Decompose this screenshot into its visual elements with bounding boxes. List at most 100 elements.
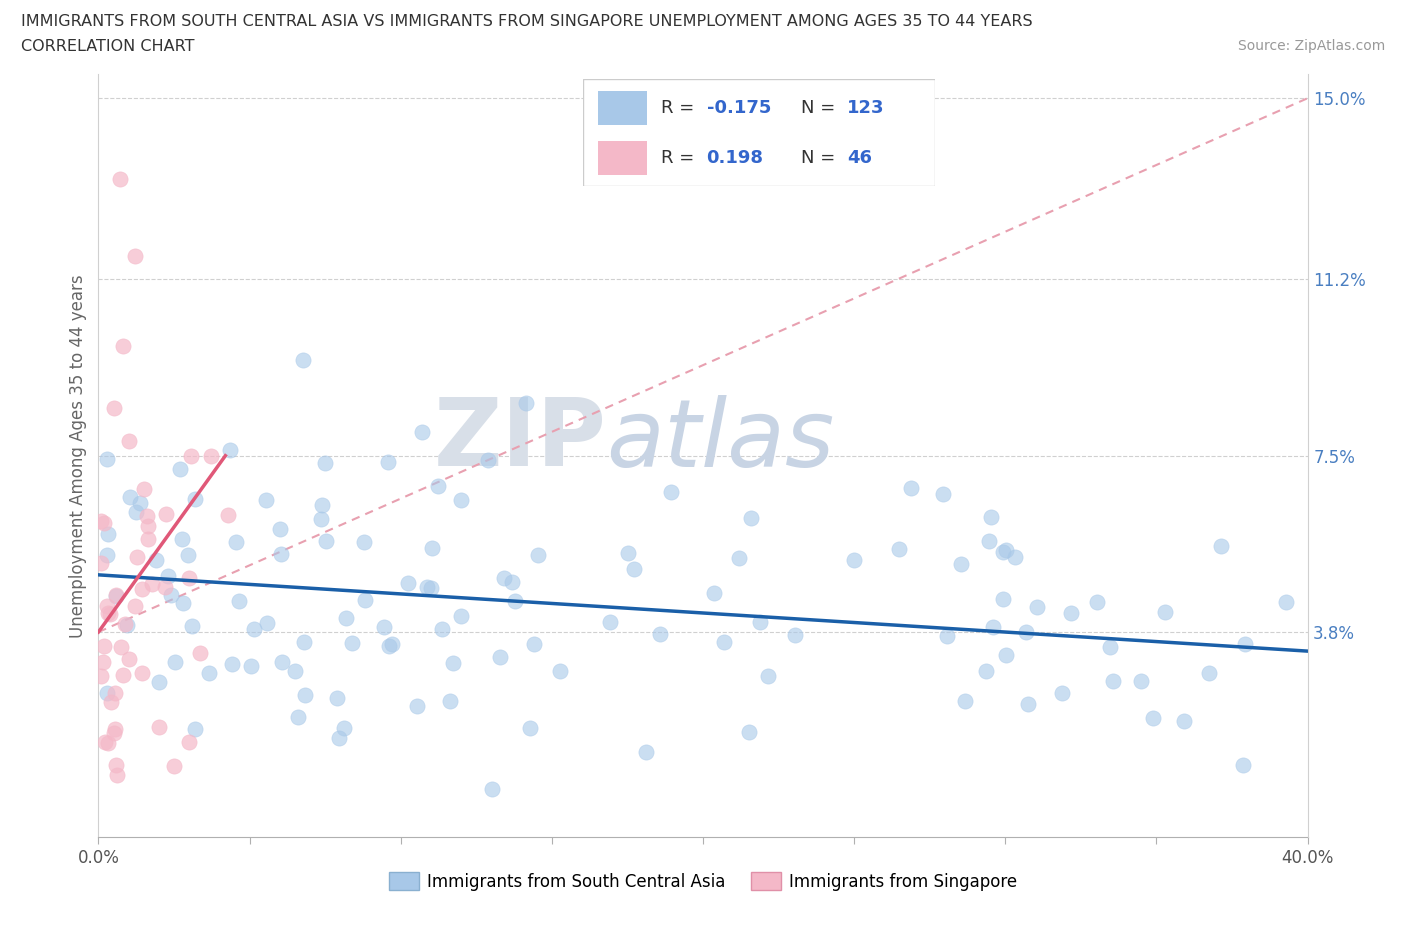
Point (728, 551, 751, 565)
Point (112, 668, 135, 683)
Point (936, 628, 959, 643)
Point (177, 548, 200, 563)
Point (477, 452, 499, 467)
Point (738, 725, 761, 740)
Point (217, 508, 239, 523)
Text: -0.175: -0.175 (707, 99, 770, 117)
Point (270, 546, 292, 561)
Point (91, 654, 114, 669)
Point (713, 634, 735, 649)
Text: Source: ZipAtlas.com: Source: ZipAtlas.com (1237, 39, 1385, 53)
Point (548, 663, 571, 678)
Point (353, 535, 375, 550)
Point (1052, 685, 1074, 700)
Point (991, 591, 1014, 606)
Point (311, 498, 333, 512)
Point (96, 452, 118, 467)
Point (96, 548, 118, 563)
Point (160, 588, 183, 603)
Point (145, 552, 167, 567)
Point (1101, 674, 1123, 689)
Point (225, 534, 247, 549)
Point (426, 478, 449, 493)
Point (103, 401, 125, 416)
Point (172, 595, 194, 610)
Point (284, 664, 307, 679)
Point (200, 448, 222, 463)
Point (481, 782, 503, 797)
Text: 0.198: 0.198 (707, 149, 763, 167)
Point (221, 657, 243, 671)
Point (503, 593, 526, 608)
Point (703, 586, 725, 601)
Point (125, 505, 148, 520)
Text: 46: 46 (846, 149, 872, 167)
Point (406, 698, 429, 713)
Point (1130, 673, 1153, 688)
Point (184, 492, 207, 507)
Point (953, 694, 976, 709)
Point (650, 627, 672, 642)
Point (1004, 550, 1026, 565)
Point (1198, 665, 1220, 680)
Point (616, 546, 638, 561)
Point (240, 658, 263, 673)
Point (103, 725, 125, 740)
Point (373, 619, 395, 634)
Point (93, 639, 115, 654)
Point (340, 636, 363, 651)
Point (314, 456, 336, 471)
Point (378, 638, 401, 653)
Point (749, 615, 772, 630)
Point (501, 575, 523, 590)
Point (981, 619, 1004, 634)
Point (1085, 594, 1108, 609)
Point (623, 561, 645, 576)
Point (163, 655, 186, 670)
Text: N =: N = (801, 99, 841, 117)
Point (420, 581, 443, 596)
Point (756, 669, 779, 684)
Point (228, 593, 250, 608)
Point (994, 543, 1017, 558)
Point (105, 588, 128, 603)
Point (96, 685, 118, 700)
Point (354, 592, 377, 607)
Point (887, 542, 910, 557)
Point (842, 552, 865, 567)
Point (218, 443, 240, 458)
Point (132, 482, 155, 497)
Point (740, 511, 762, 525)
Point (131, 581, 153, 596)
Point (94, 735, 117, 750)
Point (111, 339, 134, 353)
Point (422, 540, 444, 555)
FancyBboxPatch shape (598, 91, 647, 125)
Point (118, 434, 141, 449)
Point (177, 571, 200, 586)
Point (287, 710, 309, 724)
Point (100, 695, 122, 710)
Point (141, 577, 163, 591)
Point (188, 645, 211, 660)
Point (90, 669, 112, 684)
Point (1234, 637, 1257, 652)
Point (1275, 594, 1298, 609)
Text: atlas: atlas (606, 395, 835, 486)
Point (105, 767, 128, 782)
Point (169, 462, 191, 477)
FancyBboxPatch shape (583, 79, 935, 186)
Point (118, 651, 141, 666)
Point (104, 589, 127, 604)
Point (90, 556, 112, 571)
Point (256, 616, 278, 631)
Point (157, 569, 180, 584)
Point (1154, 604, 1177, 619)
Point (519, 720, 541, 735)
Point (381, 636, 404, 651)
Point (976, 664, 998, 679)
Point (148, 720, 170, 735)
Point (950, 557, 973, 572)
Point (315, 534, 337, 549)
Point (254, 493, 277, 508)
